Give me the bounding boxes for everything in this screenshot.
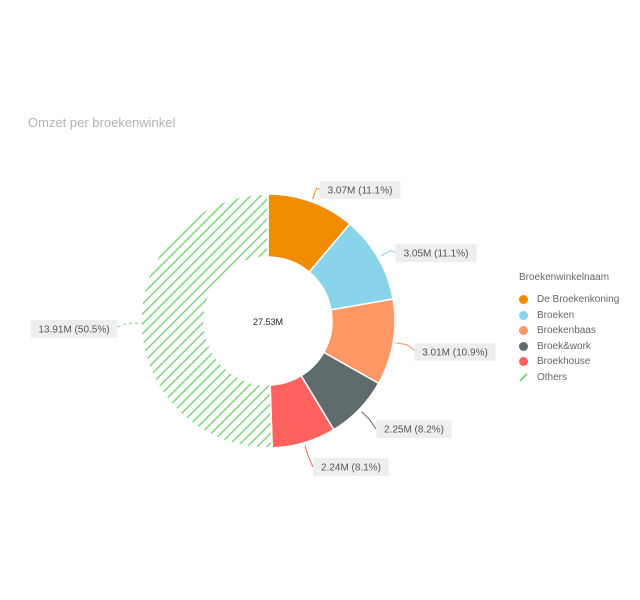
legend-swatch — [519, 295, 528, 305]
legend-label: Others — [537, 371, 568, 383]
chart-title: Omzet per broekenwinkel — [28, 115, 176, 130]
data-label-text: 3.01M (10.9%) — [422, 348, 488, 359]
data-label-box — [313, 458, 389, 476]
leader-line — [304, 445, 314, 468]
center-total-label: 27.53M — [253, 317, 283, 327]
data-label-box — [395, 244, 477, 262]
leader-line — [380, 250, 399, 257]
leader-line — [361, 411, 377, 430]
data-label-box — [414, 343, 496, 361]
data-label-box — [30, 320, 118, 338]
legend-label: Broek&work — [537, 340, 591, 352]
data-label: 13.91M (50.5%) — [30, 320, 118, 338]
legend-label: Broekenbaas — [537, 325, 596, 337]
legend-swatch — [519, 310, 528, 320]
data-label: 2.25M (8.2%) — [376, 420, 452, 438]
data-label-text: 2.24M (8.1%) — [321, 463, 381, 474]
legend-label: De Broekenkoning — [537, 294, 620, 306]
legend-swatch — [519, 373, 528, 382]
legend-item-broekenbaas[interactable]: Broekenbaas — [519, 323, 619, 339]
legend-item-de-broekenkoning[interactable]: De Broekenkoning — [519, 292, 619, 308]
leader-line — [396, 342, 418, 353]
data-label: 2.24M (8.1%) — [313, 458, 389, 476]
data-label-text: 2.25M (8.2%) — [384, 425, 444, 436]
legend-swatch — [519, 341, 528, 351]
data-label: 3.05M (11.1%) — [395, 244, 477, 262]
data-label-box — [319, 181, 401, 199]
legend-item-broek-work[interactable]: Broek&work — [519, 339, 619, 355]
legend-title: Broekenwinkelnaam — [519, 272, 610, 283]
data-label-text: 3.07M (11.1%) — [328, 186, 393, 197]
legend-swatch — [519, 326, 528, 336]
legend-item-broeken[interactable]: Broeken — [519, 308, 619, 324]
data-label-text: 3.05M (11.1%) — [404, 249, 469, 260]
data-label: 3.01M (10.9%) — [414, 343, 496, 361]
legend-item-broekhouse[interactable]: Broekhouse — [519, 354, 619, 370]
legend-swatch — [519, 357, 528, 367]
legend-label: Broeken — [537, 309, 575, 321]
data-label-box — [376, 420, 452, 438]
legend: Broekenwinkelnaam De Broekenkoning Broeke… — [519, 272, 619, 385]
legend-label: Broekhouse — [537, 356, 591, 368]
data-label: 3.07M (11.1%) — [319, 181, 401, 199]
legend-item-others[interactable]: Others — [519, 370, 619, 386]
slice-others[interactable] — [140, 193, 273, 449]
data-label-text: 13.91M (50.5%) — [38, 325, 109, 336]
